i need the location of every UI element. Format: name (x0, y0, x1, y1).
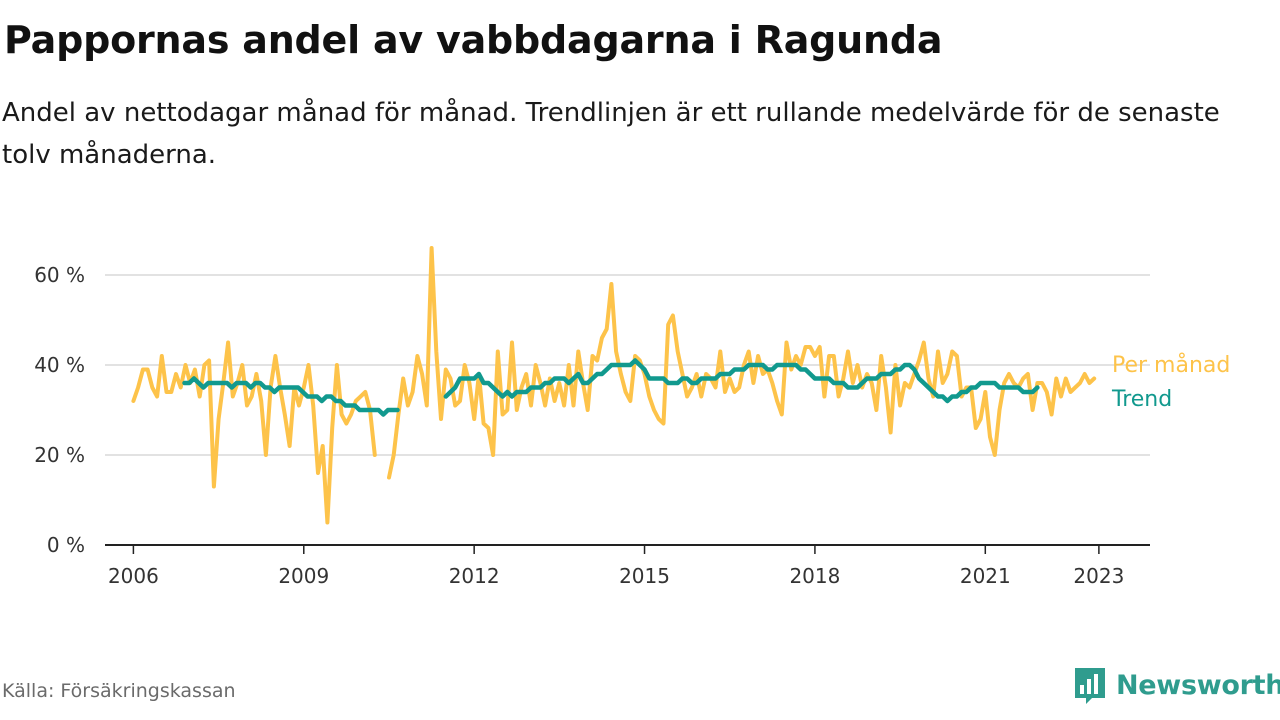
series-line-trend-segment-2 (443, 358, 1040, 404)
brand-name: Newsworthy (1116, 669, 1280, 701)
series-line-per-manad-segment-1 (131, 340, 377, 525)
series-line-trend-segment-1 (182, 376, 400, 417)
x-tick-label: 2015 (619, 564, 670, 588)
x-tick-label: 2023 (1073, 564, 1124, 588)
source-note: Källa: Försäkringskassan (2, 680, 236, 702)
y-tick-label: 0 % (47, 533, 85, 557)
y-tick-label: 20 % (34, 443, 85, 467)
line-chart: 0 % 20 % 40 % 60 % 2006 2009 2012 2015 2018 2021… (34, 246, 1230, 588)
x-tick-label: 2021 (960, 564, 1011, 588)
x-axis: 2006 2009 2012 2015 2018 2021 2023 (105, 544, 1150, 588)
x-tick-label: 2006 (108, 564, 159, 588)
x-tick-label: 2012 (449, 564, 500, 588)
series-lines (131, 246, 1097, 525)
series-line-per-manad-segment-2 (387, 246, 1097, 480)
legend-label-per-manad: Per månad (1112, 352, 1230, 378)
chart-subtitle: Andel av nettodagar månad för månad. Tre… (2, 98, 1220, 170)
x-tick-label: 2009 (278, 564, 329, 588)
legend-label-trend: Trend (1111, 387, 1172, 412)
x-tick-label: 2018 (789, 564, 840, 588)
brand-logo: Newsworthy (1072, 664, 1280, 706)
y-tick-label: 60 % (34, 263, 85, 287)
y-axis-ticks: 0 % 20 % 40 % 60 % (34, 263, 85, 557)
chart-title: Pappornas andel av vabbdagarna i Ragunda (4, 18, 943, 62)
legend: Per månad Trend (1111, 352, 1230, 412)
newsworthy-logo-icon (1075, 668, 1105, 704)
y-tick-label: 40 % (34, 353, 85, 377)
